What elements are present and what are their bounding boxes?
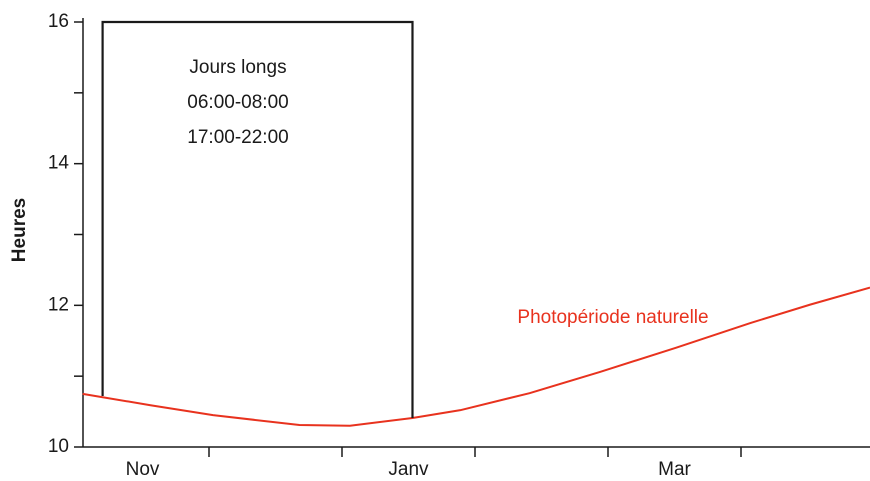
x-tick-label: Nov <box>126 459 160 480</box>
annotation: 17:00-22:00 <box>187 127 288 148</box>
annotation: 06:00-08:00 <box>187 92 288 113</box>
series-label: Photopériode naturelle <box>517 307 708 328</box>
y-tick-label: 14 <box>48 153 70 174</box>
y-tick-label: 10 <box>48 436 69 457</box>
x-tick-label: Janv <box>388 459 429 480</box>
annotation: Jours longs <box>189 57 286 78</box>
y-axis-label: Heures <box>9 198 30 262</box>
series-line <box>101 20 414 418</box>
y-tick-label: 16 <box>48 11 69 32</box>
y-tick-label: 12 <box>48 294 69 315</box>
series-line <box>82 286 870 427</box>
x-tick-label: Mar <box>658 459 691 480</box>
